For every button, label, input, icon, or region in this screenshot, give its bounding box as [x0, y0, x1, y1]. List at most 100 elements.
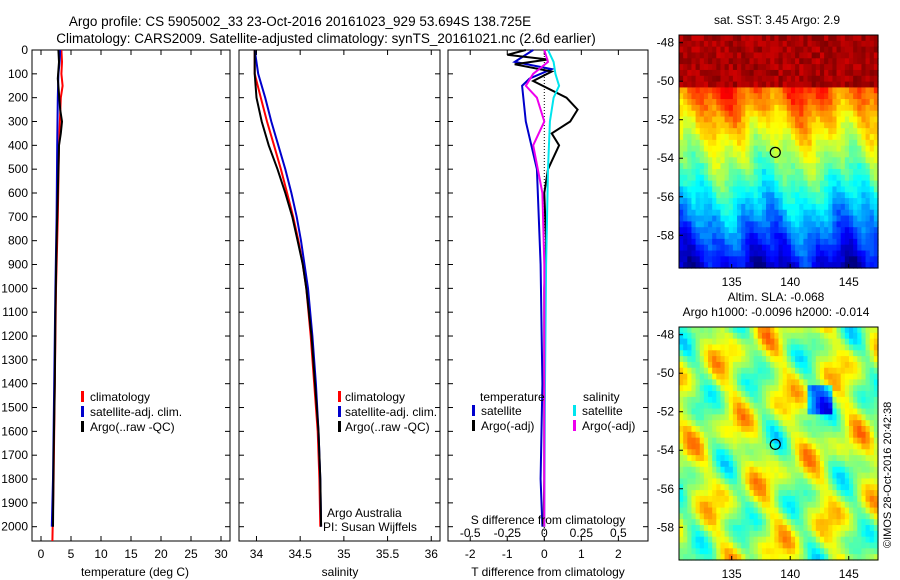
map-cell — [749, 431, 755, 439]
map-cell — [728, 122, 734, 129]
map-cell — [745, 338, 751, 346]
map-cell — [811, 519, 817, 526]
map-cell — [873, 75, 879, 83]
map-cell — [774, 87, 780, 94]
map-cell — [790, 116, 796, 123]
map-cell — [836, 145, 842, 153]
map-cell — [857, 484, 863, 491]
map-cell — [840, 443, 846, 450]
map-cell — [824, 262, 829, 269]
map-cell — [761, 180, 767, 188]
map-cell — [691, 87, 697, 94]
map-cell — [737, 93, 742, 100]
map-cell — [861, 238, 867, 246]
map-cell — [687, 466, 693, 474]
map-cell — [853, 396, 858, 404]
map-cell — [790, 46, 796, 54]
map-cell — [757, 361, 763, 369]
map-cell — [737, 367, 742, 375]
map-cell — [699, 110, 705, 118]
map-cell — [832, 507, 838, 514]
map-cell — [766, 244, 771, 252]
map-cell — [811, 75, 817, 83]
map-cell — [786, 134, 792, 141]
map-cell — [737, 437, 742, 445]
map-cell — [774, 256, 780, 263]
map-cell — [679, 69, 684, 77]
map-cell — [799, 472, 804, 480]
map-cell — [865, 64, 871, 71]
map-cell — [861, 58, 867, 65]
map-cell — [807, 110, 813, 118]
map-cell — [770, 327, 775, 334]
map-cell — [745, 414, 751, 421]
map-cell — [790, 554, 796, 561]
map-cell — [790, 501, 796, 509]
map-cell — [749, 180, 755, 188]
map-cell — [753, 244, 759, 252]
map-cell — [753, 484, 759, 491]
map-cell — [724, 209, 730, 217]
map-cell — [840, 495, 846, 503]
map-cell — [732, 455, 738, 462]
map-y-tick-label: -52 — [657, 405, 675, 419]
map-cell — [815, 168, 821, 176]
map-cell — [836, 332, 842, 340]
map-cell — [782, 460, 788, 468]
map-cell — [782, 350, 788, 357]
map-cell — [757, 525, 763, 532]
map-cell — [848, 519, 854, 526]
map-cell — [824, 151, 829, 158]
map-cell — [708, 327, 713, 334]
map-cell — [728, 525, 734, 532]
map-cell — [840, 75, 846, 83]
map-cell — [803, 227, 809, 234]
map-cell — [836, 128, 842, 135]
map-cell — [720, 174, 726, 182]
map-cell — [865, 385, 871, 392]
map-cell — [861, 35, 867, 42]
map-cell — [691, 402, 697, 410]
map-cell — [770, 548, 775, 555]
map-cell — [778, 157, 784, 164]
map-cell — [724, 198, 730, 205]
map-cell — [807, 238, 813, 246]
map-cell — [774, 168, 780, 176]
map-cell — [716, 443, 722, 450]
map-cell — [770, 157, 775, 164]
map-cell — [749, 332, 755, 340]
map-cell — [861, 262, 867, 269]
map-cell — [770, 215, 775, 222]
map-cell — [691, 163, 697, 170]
map-cell — [861, 139, 867, 147]
map-cell — [853, 367, 858, 375]
map-cell — [778, 221, 784, 228]
map-cell — [861, 134, 867, 141]
map-cell — [753, 110, 759, 118]
map-cell — [786, 69, 792, 77]
map-cell — [679, 455, 684, 462]
map-cell — [836, 238, 842, 246]
map-cell — [703, 75, 709, 83]
map-cell — [844, 379, 850, 386]
map-cell — [786, 46, 792, 54]
map-cell — [815, 478, 821, 485]
map-cell — [703, 233, 709, 240]
map-cell — [712, 519, 717, 526]
map-cell — [828, 373, 833, 381]
map-cell — [679, 396, 684, 404]
map-cell — [708, 554, 713, 561]
map-cell — [712, 52, 717, 59]
map-cell — [712, 157, 717, 164]
map-cell — [824, 87, 829, 94]
map-cell — [766, 215, 771, 222]
map-cell — [695, 186, 701, 193]
map-cell — [703, 525, 709, 532]
map-cell — [708, 46, 713, 54]
map-cell — [857, 361, 863, 369]
map-cell — [807, 525, 813, 532]
map-cell — [745, 58, 751, 65]
map-cell — [857, 373, 863, 381]
map-cell — [832, 99, 838, 106]
map-cell — [753, 367, 759, 375]
